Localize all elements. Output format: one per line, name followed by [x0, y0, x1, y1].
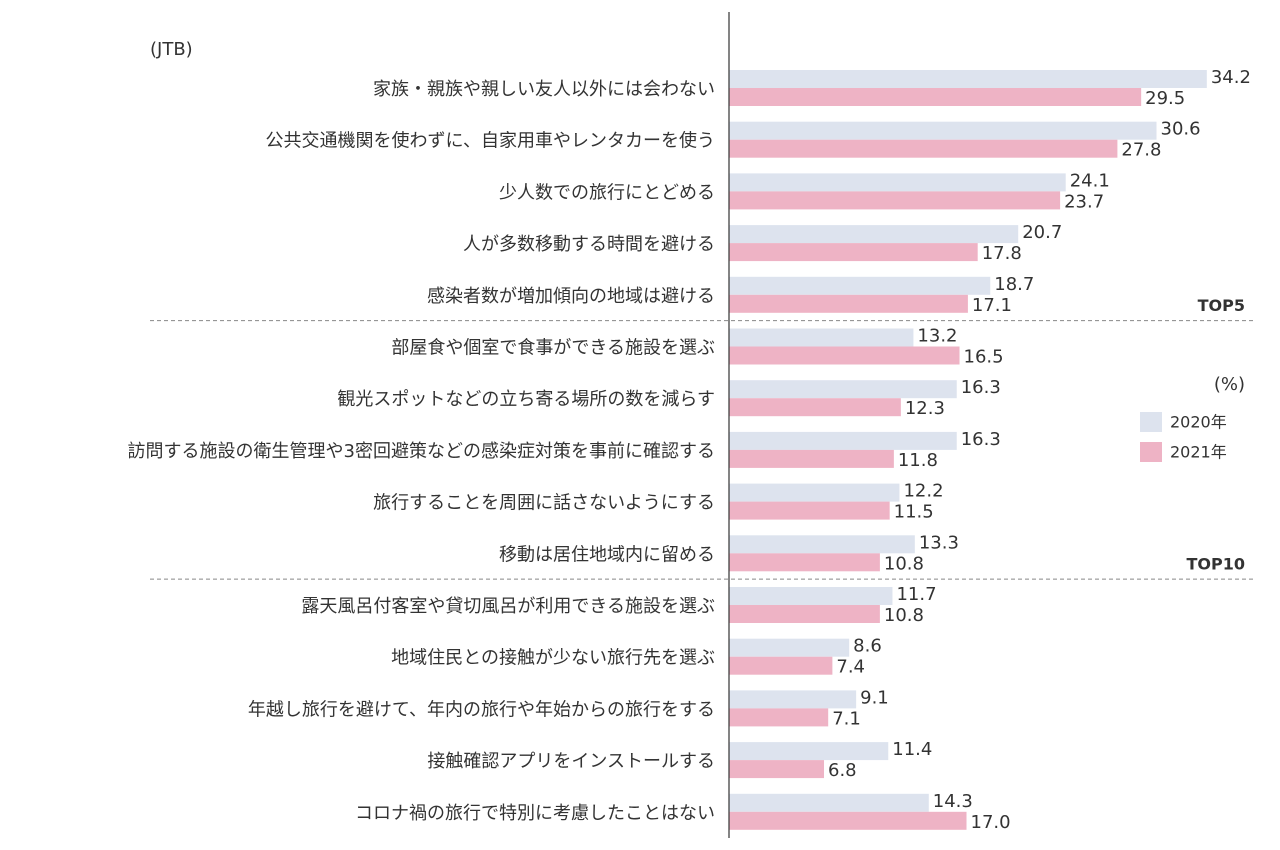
- value-label: 16.5: [964, 347, 1004, 368]
- bar: [729, 690, 857, 709]
- category-label: 地域住民との接触が少ない旅行先を選ぶ: [391, 648, 715, 669]
- category-label: 部屋食や個室で食事ができる施設を選ぶ: [391, 338, 715, 359]
- value-label: 16.3: [961, 429, 1001, 450]
- value-label: 18.7: [994, 274, 1034, 295]
- category-label: 家族・親族や親しい友人以外には会わない: [373, 79, 715, 100]
- value-label: 6.8: [828, 760, 857, 781]
- legend-label: 2021年: [1170, 443, 1227, 462]
- group-label: TOP5: [1198, 296, 1245, 315]
- value-label: 7.4: [836, 657, 865, 678]
- value-label: 29.5: [1145, 88, 1185, 109]
- legend-swatch: [1140, 442, 1162, 462]
- bar: [729, 431, 957, 450]
- category-label: 観光スポットなどの立ち寄る場所の数を減らす: [337, 389, 715, 410]
- bar: [729, 605, 880, 623]
- value-label: 11.8: [898, 450, 938, 471]
- value-label: 30.6: [1161, 119, 1201, 140]
- value-label: 17.1: [972, 295, 1012, 316]
- category-label: 少人数での旅行にとどめる: [499, 182, 715, 203]
- bar: [729, 191, 1061, 210]
- value-label: 34.2: [1211, 67, 1251, 88]
- category-label: 年越し旅行を避けて、年内の旅行や年始からの旅行をする: [248, 699, 715, 720]
- bar: [729, 708, 829, 727]
- bar: [729, 535, 915, 554]
- bar: [729, 139, 1118, 158]
- bar: [729, 793, 929, 812]
- bar: [729, 483, 900, 502]
- bar: [729, 501, 890, 520]
- bar: [729, 380, 957, 399]
- value-label: 20.7: [1022, 222, 1062, 243]
- value-label: 11.7: [896, 584, 936, 605]
- bar: [729, 276, 991, 295]
- value-label: 10.8: [884, 605, 924, 626]
- value-label: 11.5: [894, 502, 934, 523]
- value-label: 8.6: [853, 636, 882, 657]
- bar: [729, 811, 967, 830]
- bar: [729, 294, 968, 313]
- category-label: コロナ禍の旅行で特別に考慮したことはない: [355, 803, 715, 824]
- value-label: 24.1: [1070, 170, 1110, 191]
- value-label: 7.1: [832, 708, 861, 729]
- bar: [729, 587, 893, 605]
- category-label: 公共交通機関を使わずに、自家用車やレンタカーを使う: [266, 131, 715, 152]
- bar: [729, 398, 901, 417]
- value-label: 17.0: [971, 812, 1011, 833]
- value-label: 10.8: [884, 553, 924, 574]
- bar: [729, 742, 889, 761]
- bar: [729, 173, 1066, 192]
- value-label: 17.8: [982, 243, 1022, 264]
- bar: [729, 760, 825, 779]
- bar: [729, 449, 894, 468]
- value-label: 13.3: [919, 532, 959, 553]
- legend-label: 2020年: [1170, 413, 1227, 432]
- category-label: 訪問する施設の衛生管理や3密回避策などの感染症対策を事前に確認する: [128, 441, 715, 462]
- category-label: 感染者数が増加傾向の地域は避ける: [427, 286, 715, 307]
- source-note: (JTB): [150, 39, 193, 60]
- bar: [729, 88, 1142, 106]
- bar: [729, 638, 850, 657]
- value-label: 13.2: [917, 326, 957, 347]
- value-label: 12.2: [903, 481, 943, 502]
- bar: [729, 225, 1019, 244]
- category-label: 人が多数移動する時間を避ける: [463, 234, 715, 255]
- value-label: 27.8: [1121, 140, 1161, 161]
- value-label: 23.7: [1064, 191, 1104, 212]
- bar: [729, 656, 833, 675]
- category-label: 露天風呂付客室や貸切風呂が利用できる施設を選ぶ: [301, 596, 715, 617]
- value-label: 14.3: [933, 791, 973, 812]
- value-label: 16.3: [961, 377, 1001, 398]
- group-label: TOP10: [1186, 555, 1245, 574]
- category-label: 移動は居住地域内に留める: [499, 544, 715, 565]
- bar: [729, 553, 880, 572]
- value-label: 11.4: [892, 739, 932, 760]
- bar: [729, 243, 978, 262]
- bar: [729, 70, 1207, 88]
- legend-swatch: [1140, 412, 1162, 432]
- unit-label: (%): [1214, 374, 1245, 395]
- category-label: 旅行することを周囲に話さないようにする: [373, 493, 715, 514]
- bar: [729, 328, 914, 347]
- bar: [729, 121, 1157, 140]
- bar: [729, 346, 960, 365]
- value-label: 12.3: [905, 398, 945, 419]
- category-label: 接触確認アプリをインストールする: [427, 751, 715, 772]
- value-label: 9.1: [860, 687, 889, 708]
